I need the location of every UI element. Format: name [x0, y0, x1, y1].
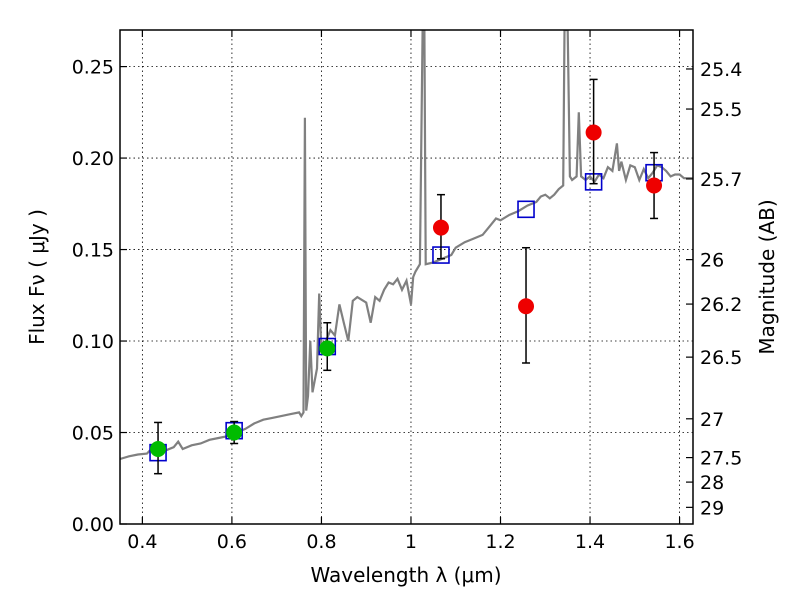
- observed-point: [319, 340, 336, 357]
- x-axis-label: Wavelength λ (μm): [310, 563, 501, 587]
- y-tick-label: 0.20: [72, 148, 114, 170]
- y-tick-label: 0.00: [72, 514, 114, 536]
- y-tick-label: 0.15: [72, 240, 114, 262]
- magnitude-tick-label: 29: [700, 497, 724, 519]
- magnitude-tick-label: 27: [700, 409, 724, 431]
- magnitude-tick-label: 26: [700, 250, 724, 272]
- plot-frame: [119, 29, 694, 525]
- magnitude-tick-label: 25.7: [700, 169, 742, 191]
- magnitude-tick-label: 25.4: [700, 59, 742, 81]
- y-tick-label: 0.10: [72, 331, 114, 353]
- x-tick-label: 1: [405, 531, 417, 553]
- magnitude-tick-label: 28: [700, 472, 724, 494]
- magnitude-tick-label: 25.5: [700, 99, 742, 121]
- observed-point: [646, 177, 663, 194]
- model-band-square: [517, 200, 535, 219]
- observed-point: [518, 298, 535, 315]
- model-spectrum: [120, 30, 693, 461]
- y-axis-right-label: Magnitude (AB): [755, 199, 779, 354]
- x-tick-label: 0.6: [217, 531, 247, 553]
- magnitude-tick-label: 26.5: [700, 347, 742, 369]
- observed-point: [150, 440, 167, 457]
- x-tick-label: 1.6: [664, 531, 694, 553]
- axis-ticks: [120, 30, 693, 525]
- observed-photometry: [150, 78, 663, 475]
- x-tick-label: 1.2: [485, 531, 515, 553]
- grid: [120, 30, 693, 525]
- magnitude-tick-label: 27.5: [700, 448, 742, 470]
- observed-point: [432, 219, 449, 236]
- x-tick-label: 0.8: [306, 531, 336, 553]
- magnitude-tick-labels: 25.4 25.5 25.7 26 26.2 26.5 27 27.528 29: [700, 59, 742, 519]
- observed-point: [585, 124, 602, 141]
- x-tick-label: 1.4: [575, 531, 605, 553]
- x-tick-labels: 0.4 0.6 0.8 1 1.2 1.4 1.6: [127, 531, 694, 553]
- y-tick-label: 0.25: [72, 57, 114, 79]
- model-photometry: [149, 163, 663, 462]
- x-tick-label: 0.4: [127, 531, 157, 553]
- y-tick-label: 0.05: [72, 423, 114, 445]
- observed-point: [226, 424, 243, 441]
- magnitude-tick-label: 26.2: [700, 294, 742, 316]
- y-tick-labels: 0.00 0.05 0.10 0.15 0.20 0.25: [72, 57, 114, 536]
- spectrum-line: [120, 30, 693, 461]
- y-axis-label: Flux Fν ( μJy ): [25, 209, 49, 345]
